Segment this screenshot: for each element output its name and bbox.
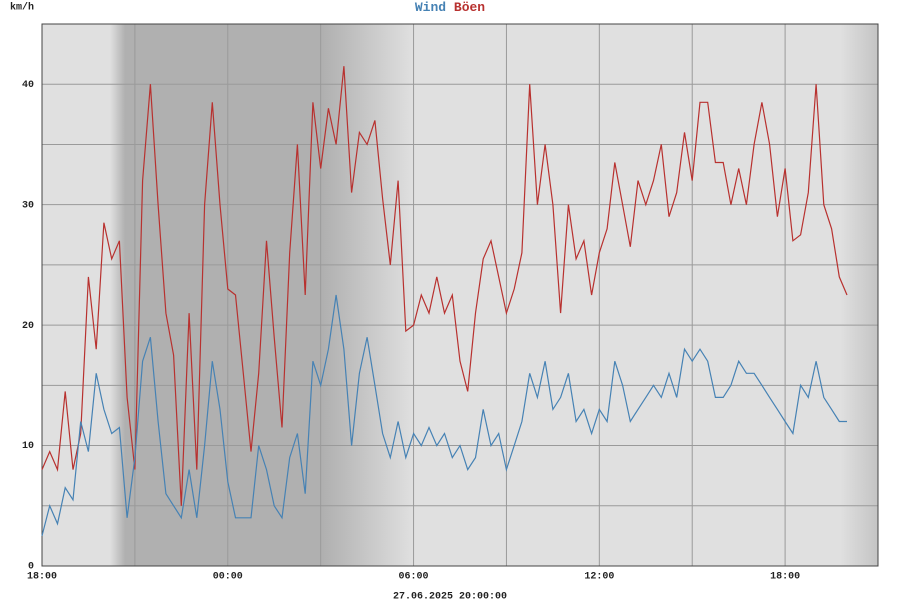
series-line (41, 294, 847, 537)
x-tick-label: 06:00 (399, 572, 429, 583)
dusk-shading (840, 24, 878, 566)
x-tick-label: 12:00 (584, 572, 614, 583)
y-tick-label: 20 (22, 321, 34, 332)
chart-title: Wind Böen (415, 0, 485, 15)
x-tick-label: 18:00 (770, 572, 800, 583)
y-tick-label: 0 (28, 562, 34, 573)
series-line (41, 66, 848, 506)
night-shading (110, 24, 414, 566)
y-tick-label: 40 (22, 80, 34, 91)
x-axis-label: 27.06.2025 20:00:00 (393, 592, 507, 600)
y-tick-label: 10 (22, 441, 34, 452)
legend-entry: Wind (415, 0, 446, 15)
y-axis-label: km/h (10, 2, 34, 14)
plot-frame (41, 23, 879, 567)
legend-entry: Böen (454, 0, 485, 15)
x-tick-label: 00:00 (213, 572, 243, 583)
y-tick-label: 30 (22, 200, 34, 211)
x-tick-label: 18:00 (27, 572, 57, 583)
